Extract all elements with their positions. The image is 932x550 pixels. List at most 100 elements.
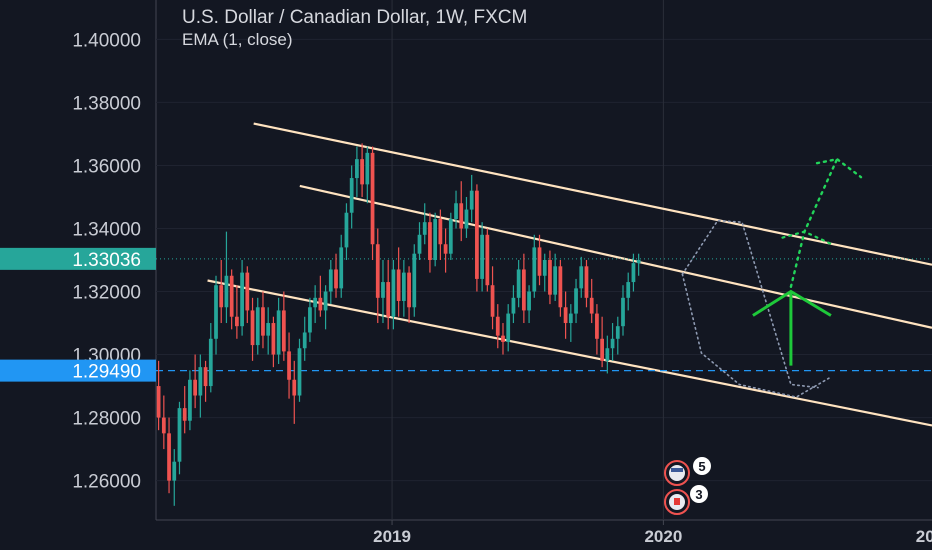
ca-event-marker[interactable]: 3 (664, 485, 708, 515)
candle[interactable] (365, 146, 370, 204)
candle[interactable] (407, 266, 411, 324)
candle[interactable] (600, 316, 605, 368)
x-axis[interactable]: 2019 2020 2021 (373, 527, 932, 546)
candle[interactable] (626, 272, 631, 311)
candle[interactable] (240, 260, 244, 336)
candle[interactable] (318, 275, 323, 317)
candle[interactable] (172, 449, 177, 506)
candle[interactable] (370, 146, 375, 260)
candle[interactable] (161, 395, 166, 450)
candle[interactable] (287, 332, 291, 399)
candle[interactable] (501, 323, 505, 355)
candle[interactable] (454, 190, 458, 229)
candle[interactable] (448, 212, 453, 260)
candle[interactable] (417, 222, 422, 260)
y-axis[interactable]: 1.400001.380001.360001.340001.320001.300… (72, 30, 141, 492)
candle[interactable] (375, 228, 380, 324)
candle[interactable] (574, 278, 578, 324)
candle[interactable] (229, 269, 234, 330)
candle[interactable] (193, 354, 198, 409)
candle[interactable] (198, 354, 203, 418)
candle[interactable] (156, 360, 161, 431)
candle[interactable] (537, 234, 542, 286)
candle[interactable] (563, 291, 568, 339)
candle[interactable] (255, 297, 260, 355)
candle[interactable] (589, 278, 594, 324)
candle[interactable] (516, 260, 521, 308)
candle[interactable] (553, 253, 558, 301)
candle[interactable] (558, 260, 563, 317)
candle[interactable] (511, 285, 516, 324)
candle[interactable] (615, 316, 620, 355)
candle[interactable] (250, 297, 255, 361)
candle[interactable] (334, 253, 338, 298)
candle[interactable] (605, 335, 610, 374)
candle[interactable] (386, 260, 391, 330)
candle[interactable] (328, 260, 333, 305)
candles[interactable] (156, 143, 641, 506)
candle[interactable] (214, 275, 218, 355)
candle[interactable] (355, 146, 359, 197)
us-event-marker[interactable]: 5 (664, 457, 711, 486)
candle[interactable] (636, 253, 641, 276)
candle[interactable] (208, 323, 213, 393)
candle[interactable] (360, 143, 364, 197)
candle[interactable] (219, 260, 224, 324)
candle[interactable] (548, 250, 552, 305)
candle[interactable] (224, 231, 229, 324)
candle[interactable] (469, 174, 474, 223)
candle[interactable] (584, 260, 589, 308)
candle[interactable] (459, 181, 464, 242)
event-markers[interactable]: 5 3 (664, 457, 711, 515)
candle[interactable] (527, 285, 531, 324)
candle[interactable] (438, 209, 443, 260)
candle[interactable] (621, 285, 625, 336)
candle[interactable] (271, 316, 276, 368)
candle[interactable] (234, 285, 239, 339)
candle[interactable] (412, 244, 417, 317)
candle[interactable] (261, 291, 265, 349)
candle[interactable] (480, 222, 484, 292)
candle[interactable] (475, 184, 479, 292)
candle[interactable] (568, 304, 573, 342)
candle[interactable] (422, 203, 427, 245)
candle[interactable] (292, 360, 297, 424)
candle[interactable] (579, 256, 584, 298)
candle[interactable] (297, 338, 302, 402)
candle[interactable] (495, 304, 500, 349)
candle[interactable] (428, 212, 432, 273)
candle[interactable] (506, 304, 511, 352)
candle[interactable] (485, 228, 490, 292)
candle[interactable] (542, 253, 547, 292)
candle[interactable] (281, 291, 286, 361)
candle[interactable] (276, 297, 281, 364)
candle[interactable] (344, 203, 349, 260)
candle[interactable] (631, 253, 636, 292)
candle[interactable] (177, 401, 182, 475)
candle[interactable] (266, 307, 271, 355)
candle[interactable] (308, 297, 312, 342)
candle[interactable] (245, 266, 250, 324)
candle[interactable] (401, 260, 406, 317)
candle[interactable] (464, 196, 469, 238)
candle[interactable] (188, 370, 192, 431)
candle[interactable] (339, 234, 344, 298)
candle[interactable] (313, 285, 318, 324)
candle[interactable] (396, 247, 401, 317)
candle[interactable] (532, 234, 537, 298)
candle[interactable] (610, 323, 615, 361)
candle[interactable] (490, 266, 495, 330)
candle[interactable] (433, 212, 438, 267)
candle[interactable] (391, 260, 396, 330)
candle[interactable] (182, 386, 187, 434)
candle[interactable] (349, 165, 354, 229)
candle[interactable] (203, 360, 208, 402)
candle[interactable] (595, 304, 599, 355)
candle[interactable] (323, 285, 328, 330)
candle[interactable] (167, 417, 171, 494)
candle[interactable] (302, 316, 307, 361)
candle[interactable] (443, 228, 448, 273)
candle[interactable] (381, 260, 385, 324)
candle[interactable] (521, 253, 526, 324)
